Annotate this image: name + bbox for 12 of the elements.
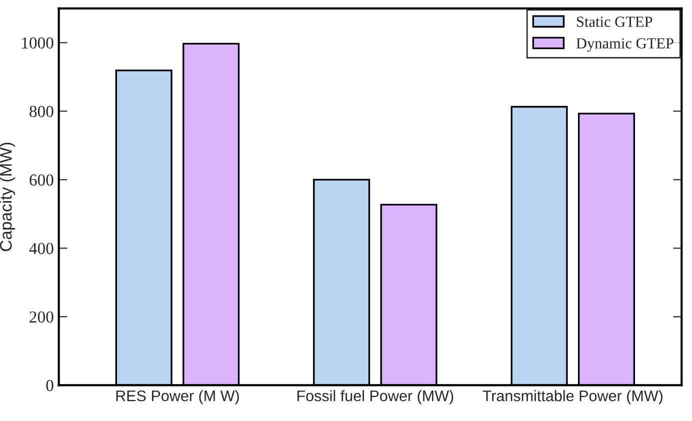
x-tick-label: Fossil fuel Power (MW) — [297, 390, 454, 404]
x-tick-label: RES Power (M W) — [116, 390, 239, 404]
y-axis-title: Capacity (MW) — [0, 142, 16, 252]
y-tick-label: 600 — [30, 174, 54, 186]
legend-label: Dynamic GTEP — [576, 38, 674, 52]
y-tick-label: 200 — [30, 311, 54, 323]
legend-label: Static GTEP — [576, 16, 652, 27]
y-tick-label: 400 — [29, 242, 54, 254]
y-tick-label: 1000 — [22, 37, 54, 49]
x-tick-label: Transmittable Power (MW) — [482, 390, 662, 404]
y-tick-label: 800 — [30, 106, 54, 118]
y-tick-label: 0 — [46, 380, 54, 392]
